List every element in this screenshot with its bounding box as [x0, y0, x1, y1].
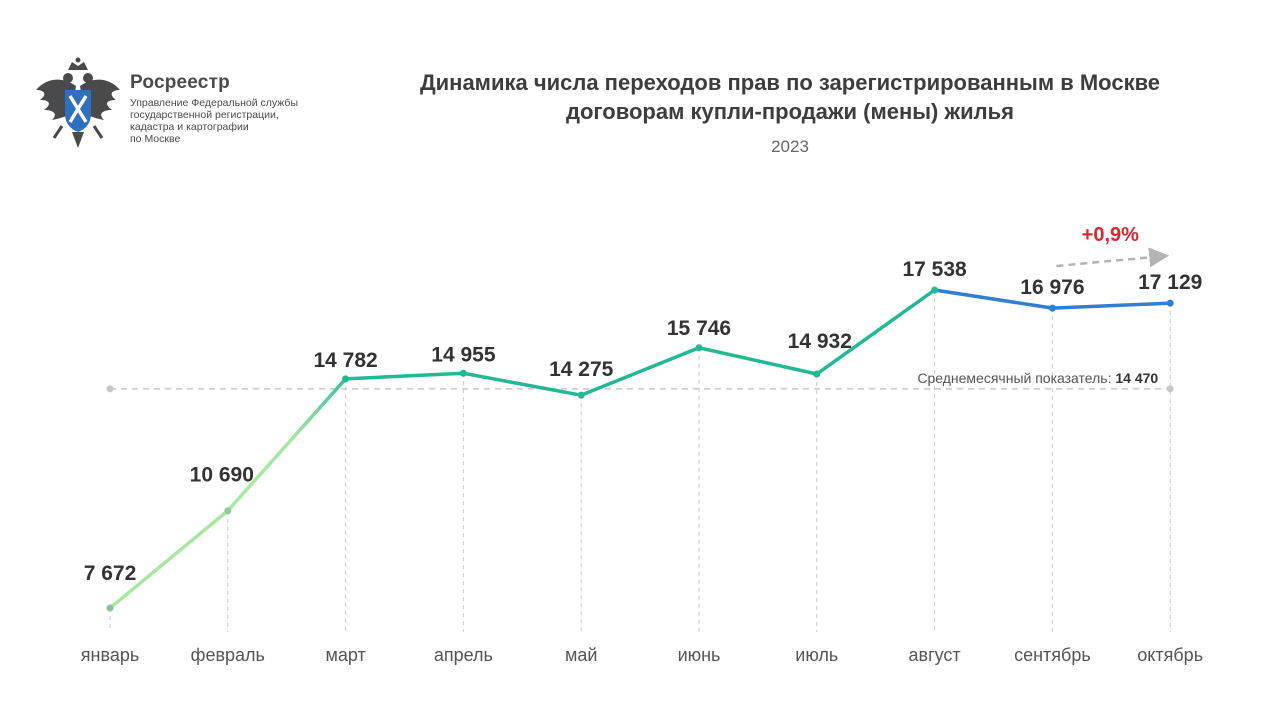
category-label-6: июль: [795, 645, 838, 665]
value-label-0: 7 672: [84, 562, 137, 585]
data-point-0: [106, 604, 114, 612]
value-label-3: 14 955: [431, 343, 496, 366]
category-label-9: октябрь: [1137, 645, 1203, 665]
rosreestr-emblem-icon: [36, 57, 120, 148]
data-point-3: [459, 369, 467, 377]
brand-line-4: по Москве: [130, 133, 181, 145]
brand-line-2: государственной регистрации,: [130, 109, 279, 121]
series-line-main: [108, 288, 937, 610]
average-start-dot: [106, 385, 114, 393]
change-arrow: [1056, 247, 1170, 268]
average-end-dot: [1166, 385, 1174, 393]
value-label-2: 14 782: [313, 349, 377, 372]
category-label-1: февраль: [191, 645, 265, 665]
data-point-2: [342, 375, 350, 383]
value-label-9: 17 129: [1138, 271, 1202, 294]
chart-title-line-1: Динамика числа переходов прав по зарегис…: [419, 70, 1161, 95]
brand-name: Росреестр: [130, 72, 230, 93]
category-label-0: январь: [81, 645, 139, 665]
value-label-6: 14 932: [788, 330, 852, 353]
data-point-6: [813, 370, 821, 378]
value-label-1: 10 690: [190, 464, 254, 487]
average-label: Среднемесячный показатель: 14 470: [917, 370, 1158, 386]
data-point-8: [1048, 304, 1056, 312]
category-label-2: март: [325, 645, 365, 665]
category-label-7: август: [909, 645, 961, 665]
value-label-4: 14 275: [549, 358, 614, 381]
category-label-8: сентябрь: [1014, 645, 1091, 665]
data-point-1: [224, 507, 232, 515]
data-point-7: [931, 286, 939, 294]
chart-subtitle: 2023: [771, 137, 809, 156]
value-label-5: 15 746: [667, 317, 731, 340]
category-label-5: июнь: [678, 645, 721, 665]
change-label: +0,9%: [1082, 224, 1139, 246]
value-label-7: 17 538: [902, 258, 967, 281]
brand-line-1: Управление Федеральной службы: [130, 97, 298, 109]
data-point-9: [1166, 299, 1174, 307]
data-point-5: [695, 344, 703, 352]
chart-title-line-2: договорам купли-продажи (мены) жилья: [566, 99, 1014, 124]
value-label-8: 16 976: [1020, 276, 1084, 299]
category-label-4: май: [565, 645, 597, 665]
data-point-4: [577, 391, 585, 399]
brand-line-3: кадастра и картографии: [130, 121, 249, 133]
category-label-3: апрель: [434, 645, 493, 665]
